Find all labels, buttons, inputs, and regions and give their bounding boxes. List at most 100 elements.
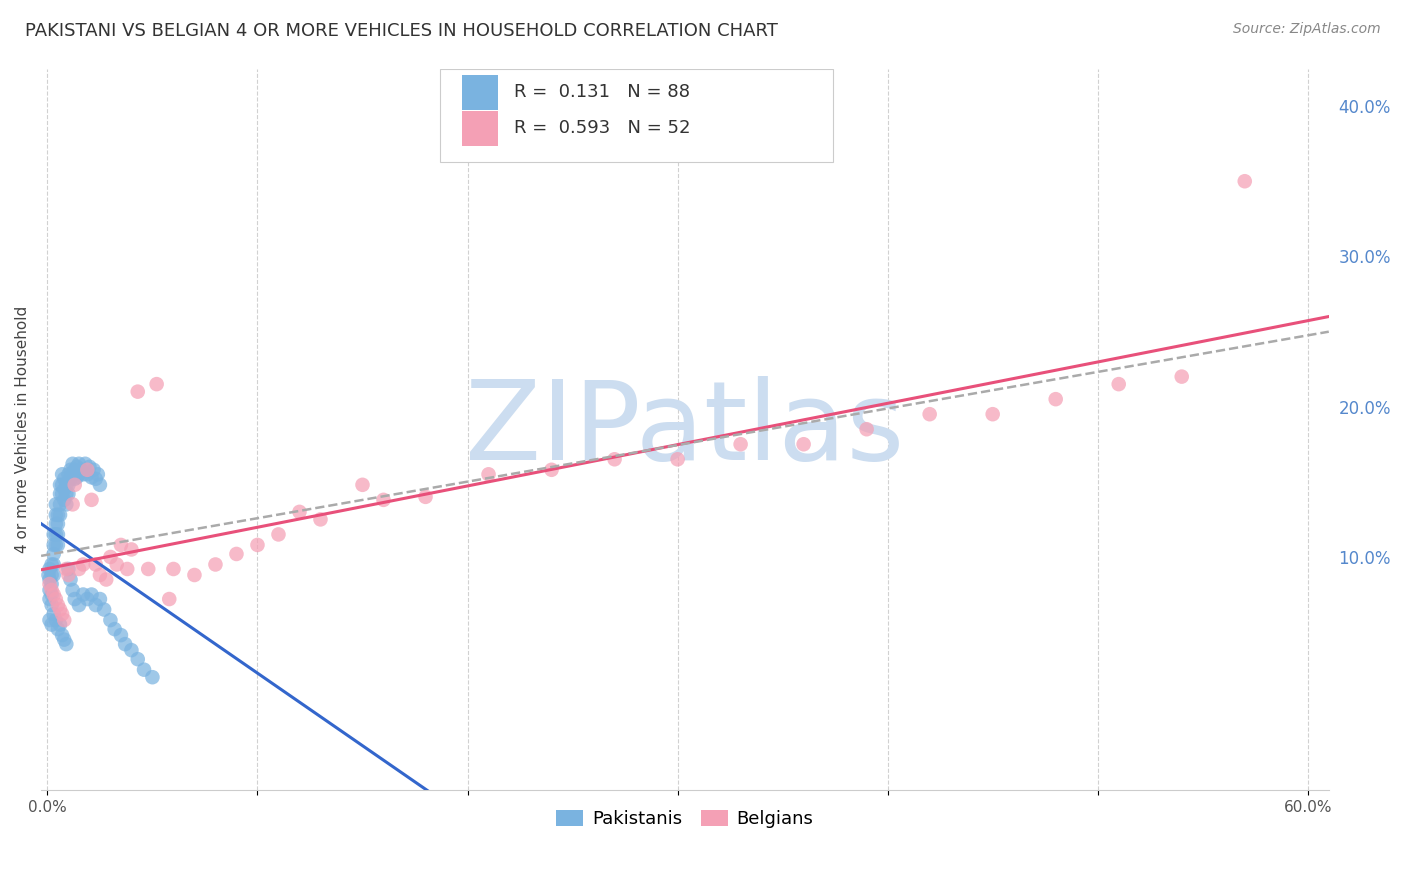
Point: [79, 459, 101, 474]
Point: [38, 582, 60, 597]
Text: R =  0.593   N = 52: R = 0.593 N = 52: [513, 120, 690, 137]
Point: [89, 592, 111, 607]
FancyBboxPatch shape: [440, 69, 832, 162]
Point: [41, 588, 63, 602]
Point: [72, 467, 94, 482]
Point: [53, 613, 76, 627]
Point: [41, 598, 63, 612]
Point: [45, 508, 67, 522]
Point: [72, 588, 94, 602]
Point: [80, 588, 103, 602]
Point: [114, 637, 136, 651]
Point: [730, 437, 752, 451]
Point: [42, 538, 65, 552]
Point: [110, 538, 132, 552]
Point: [141, 670, 163, 684]
Point: [46, 508, 69, 522]
Point: [83, 463, 105, 477]
Point: [58, 568, 80, 582]
Point: [51, 478, 73, 492]
Point: [89, 478, 111, 492]
Point: [42, 568, 65, 582]
Point: [45, 497, 67, 511]
Point: [93, 602, 115, 616]
Point: [46, 598, 69, 612]
Point: [309, 512, 332, 526]
Point: [49, 508, 72, 522]
Point: [145, 377, 167, 392]
Point: [80, 492, 103, 507]
Point: [1233, 174, 1256, 188]
Point: [84, 598, 107, 612]
Point: [45, 516, 67, 531]
Point: [76, 467, 98, 482]
Point: [42, 547, 65, 561]
Point: [53, 632, 76, 647]
Point: [352, 478, 374, 492]
Point: [67, 467, 90, 482]
Point: [46, 538, 69, 552]
Point: [132, 663, 155, 677]
Point: [127, 384, 149, 399]
Point: [46, 516, 69, 531]
Point: [55, 487, 77, 501]
Legend: Pakistanis, Belgians: Pakistanis, Belgians: [550, 802, 821, 835]
Point: [87, 467, 110, 482]
Point: [1108, 377, 1130, 392]
Point: [136, 562, 159, 576]
Point: [59, 573, 82, 587]
Point: [183, 568, 205, 582]
Y-axis label: 4 or more Vehicles in Household: 4 or more Vehicles in Household: [15, 306, 30, 553]
Point: [38, 562, 60, 576]
Point: [55, 637, 77, 651]
Text: R =  0.131   N = 88: R = 0.131 N = 88: [513, 83, 690, 102]
Point: [477, 467, 499, 482]
Point: [76, 463, 98, 477]
Point: [67, 457, 90, 471]
Point: [53, 483, 76, 497]
Point: [104, 622, 127, 636]
Point: [62, 467, 84, 482]
Point: [49, 478, 72, 492]
Point: [70, 463, 93, 477]
Point: [666, 452, 689, 467]
Point: [49, 617, 72, 632]
Point: [63, 592, 86, 607]
Point: [59, 463, 82, 477]
Point: [49, 497, 72, 511]
Text: PAKISTANI VS BELGIAN 4 OR MORE VEHICLES IN HOUSEHOLD CORRELATION CHART: PAKISTANI VS BELGIAN 4 OR MORE VEHICLES …: [25, 22, 778, 40]
Point: [41, 577, 63, 591]
Point: [59, 472, 82, 486]
Point: [58, 562, 80, 576]
Point: [42, 588, 65, 602]
Point: [53, 492, 76, 507]
Point: [225, 547, 247, 561]
Point: [855, 422, 877, 436]
Point: [793, 437, 815, 451]
Point: [67, 598, 90, 612]
Point: [603, 452, 626, 467]
Point: [51, 487, 73, 501]
FancyBboxPatch shape: [463, 112, 498, 145]
Point: [41, 617, 63, 632]
Point: [80, 470, 103, 484]
Point: [45, 538, 67, 552]
Point: [51, 628, 73, 642]
Point: [540, 463, 562, 477]
Point: [55, 497, 77, 511]
Point: [63, 478, 86, 492]
Point: [46, 527, 69, 541]
Point: [373, 492, 395, 507]
Point: [46, 622, 69, 636]
Point: [41, 582, 63, 597]
Text: Source: ZipAtlas.com: Source: ZipAtlas.com: [1233, 22, 1381, 37]
Point: [45, 527, 67, 541]
Point: [55, 562, 77, 576]
Point: [127, 652, 149, 666]
Point: [58, 467, 80, 482]
Point: [55, 478, 77, 492]
Point: [162, 562, 184, 576]
Point: [49, 487, 72, 501]
Point: [96, 573, 118, 587]
Point: [38, 577, 60, 591]
